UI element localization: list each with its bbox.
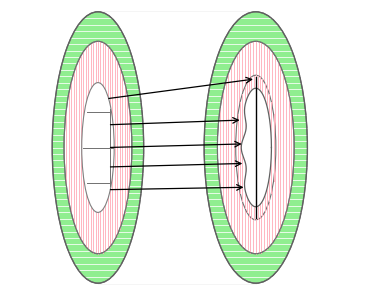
Polygon shape bbox=[241, 88, 272, 207]
Ellipse shape bbox=[52, 12, 143, 283]
Polygon shape bbox=[98, 12, 256, 41]
Ellipse shape bbox=[64, 41, 132, 254]
Ellipse shape bbox=[236, 75, 276, 220]
Ellipse shape bbox=[204, 12, 308, 283]
Ellipse shape bbox=[217, 41, 294, 254]
Ellipse shape bbox=[82, 83, 114, 212]
Polygon shape bbox=[98, 254, 256, 283]
Polygon shape bbox=[103, 41, 250, 254]
